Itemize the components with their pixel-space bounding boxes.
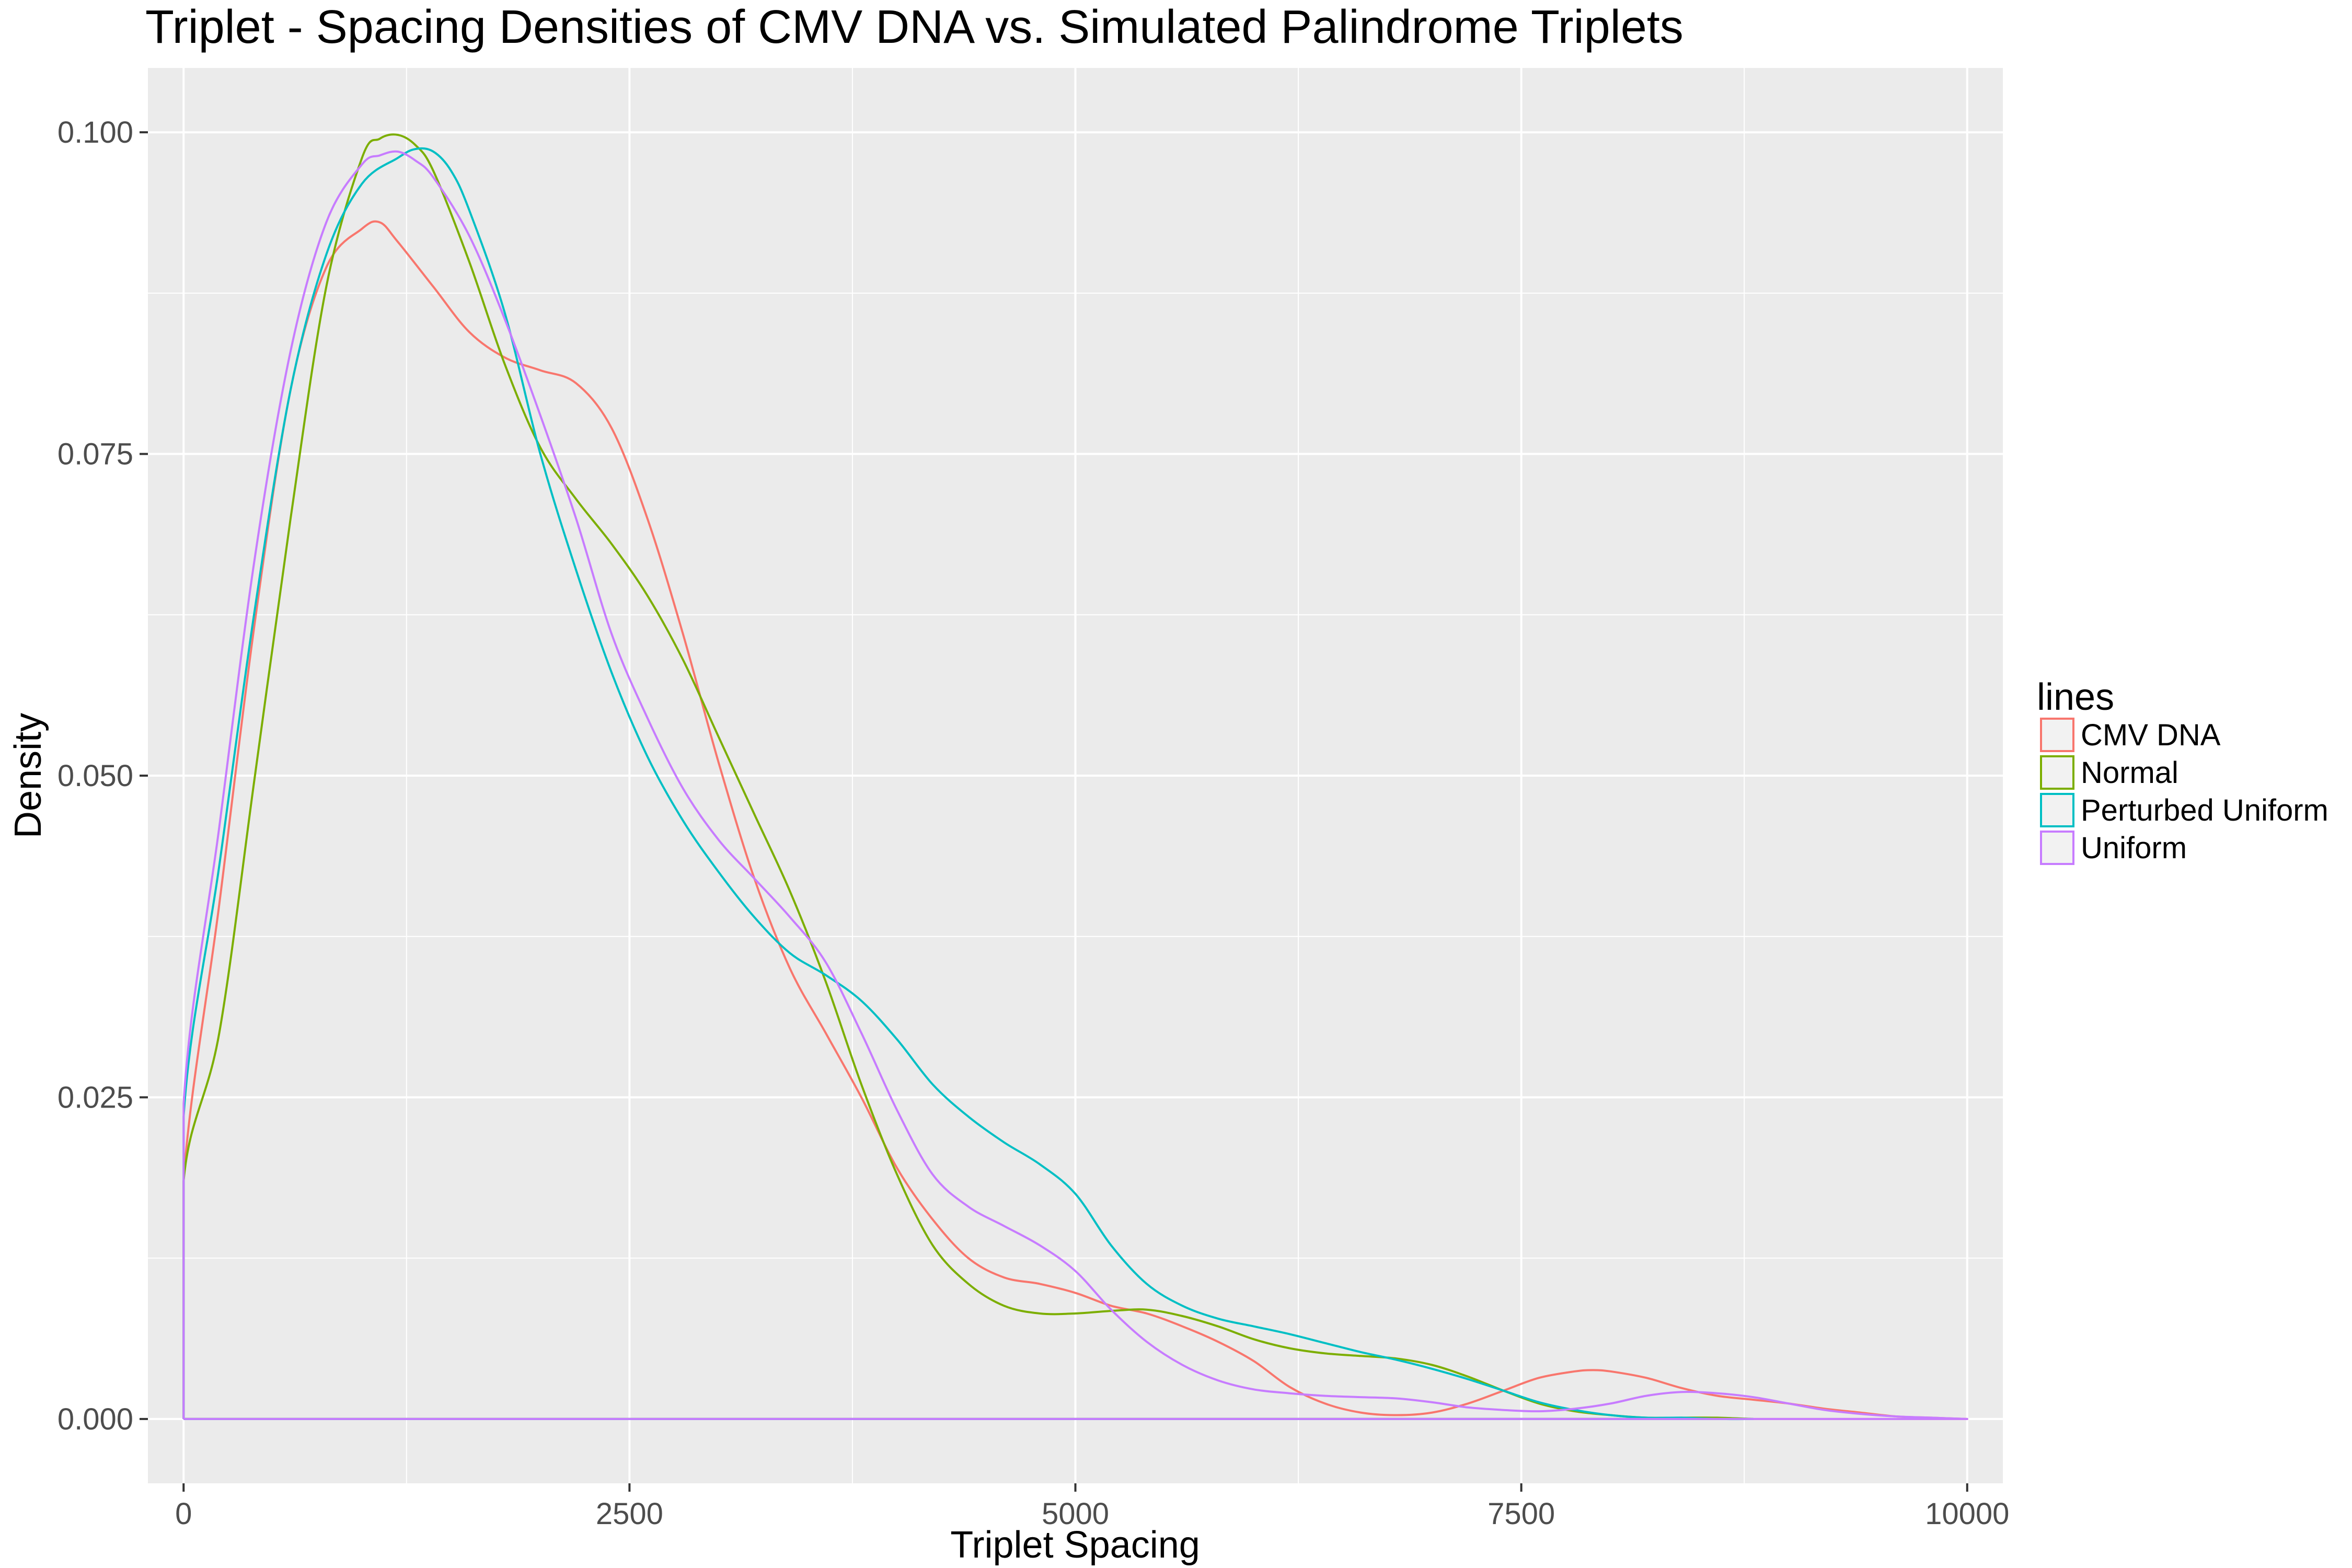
- axes: 0 2500 5000 7500 10000 0.000 0.025 0.050 0.075 0.…: [57, 116, 2010, 1531]
- x-tick-label: 7500: [1488, 1497, 1555, 1531]
- legend-key-cmv-dna: [2040, 718, 2074, 752]
- y-tick-label: 0.075: [57, 437, 133, 471]
- legend-label-cmv-dna: CMV DNA: [2081, 718, 2221, 752]
- y-tick-label: 0.025: [57, 1080, 133, 1114]
- legend-title: lines: [2037, 676, 2114, 718]
- series-line-perturbed-uniform: [182, 147, 1755, 1421]
- legend-key-uniform: [2040, 831, 2074, 865]
- y-tick-label: 0.050: [57, 759, 133, 793]
- series-line-uniform: [182, 150, 1968, 1420]
- legend-label-normal: Normal: [2081, 756, 2178, 790]
- x-tick-label: 0: [175, 1497, 192, 1531]
- x-tick-label: 5000: [1042, 1497, 1109, 1531]
- series-line-cmv-dna: [182, 220, 1968, 1420]
- series-layer: [182, 133, 1968, 1421]
- legend-key-normal: [2040, 755, 2074, 790]
- x-tick-label: 2500: [596, 1497, 663, 1531]
- legend-label-perturbed-uniform: Perturbed Uniform: [2081, 793, 2328, 827]
- y-tick-label: 0.000: [57, 1402, 133, 1436]
- x-tick-label: 10000: [1925, 1497, 2009, 1531]
- chart-title: Triplet - Spacing Densities of CMV DNA v…: [145, 1, 1684, 53]
- legend-label-uniform: Uniform: [2081, 831, 2187, 865]
- legend-key-perturbed-uniform: [2040, 793, 2074, 827]
- y-axis-title: Density: [7, 713, 49, 838]
- x-axis-title: Triplet Spacing: [950, 1524, 1200, 1566]
- grid-lines: [148, 68, 2003, 1483]
- y-tick-label: 0.100: [57, 116, 133, 149]
